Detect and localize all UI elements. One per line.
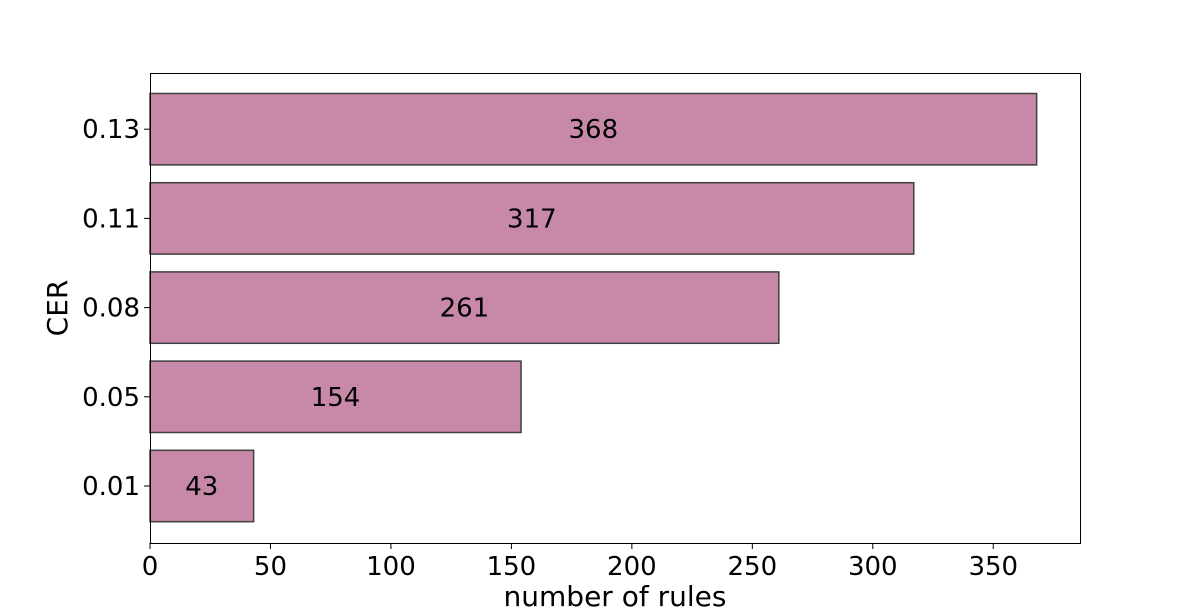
x-axis-label: number of rules: [504, 580, 727, 610]
y-tick-label-0.01: 0.01: [82, 472, 140, 502]
y-tick-label-0.05: 0.05: [82, 383, 140, 413]
bar-0.11: [149, 181, 915, 255]
x-tick-label-50: 50: [254, 552, 287, 582]
x-tick-label-200: 200: [607, 552, 657, 582]
y-axis-label: CER: [41, 280, 74, 337]
data-label-0.13: 368: [568, 115, 618, 145]
y-tick-label-0.11: 0.11: [82, 204, 140, 234]
y-tick-label-0.13: 0.13: [82, 115, 140, 145]
x-tick-label-250: 250: [728, 552, 778, 582]
x-tick-label-300: 300: [848, 552, 898, 582]
x-tick-label-350: 350: [968, 552, 1018, 582]
data-label-0.01: 43: [185, 472, 218, 502]
bar-0.05: [149, 360, 522, 434]
bar-0.08: [149, 271, 780, 345]
x-tick-label-150: 150: [487, 552, 537, 582]
bar-0.01: [149, 449, 255, 523]
bar-0.13: [149, 92, 1038, 166]
data-label-0.05: 154: [311, 383, 361, 413]
y-tick-label-0.08: 0.08: [82, 294, 140, 324]
y-axis: 0.01 0.05 0.08 0.11 0.13: [82, 115, 150, 502]
data-label-0.08: 261: [440, 294, 490, 324]
bars: 43 154 261 317 368: [149, 92, 1038, 523]
data-label-0.11: 317: [507, 204, 557, 234]
plot-area-frame: [150, 73, 1081, 544]
x-axis: 0 50 100 150 200 250 300 350: [142, 543, 1018, 582]
x-tick-label-0: 0: [142, 552, 159, 582]
x-tick-label-100: 100: [366, 552, 416, 582]
